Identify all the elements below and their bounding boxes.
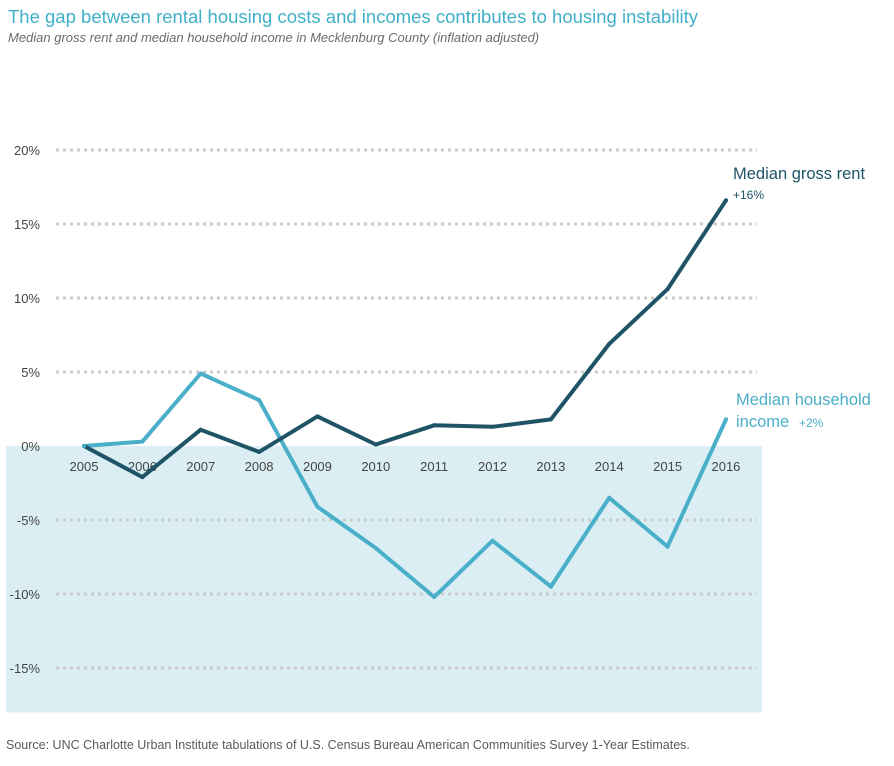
income-data-point [665,544,670,549]
series-label-median-household-income-line1: Median household [736,391,871,409]
income-data-point [548,584,553,589]
source-note: Source: UNC Charlotte Urban Institute ta… [6,738,690,752]
x-tick-label: 2013 [536,459,565,474]
x-axis-tick-labels: 2005 2006 2007 2008 2009 2010 2011 2012 2013 2014… [70,459,741,474]
x-tick-label: 2010 [361,459,390,474]
rent-data-point [432,423,437,428]
chart-title: The gap between rental housing costs and… [8,6,699,27]
x-tick-label: 2009 [303,459,332,474]
x-tick-label: 2016 [711,459,740,474]
income-data-point [373,546,378,551]
income-data-point [723,417,728,422]
series-line-median-gross-rent [82,198,728,480]
negative-region-shading [6,446,762,713]
income-data-point [140,439,145,444]
gridlines [56,148,757,670]
y-axis-tick-labels: 20% 15% 10% 5% 0% -5% -10% -15% [10,143,41,676]
x-tick-label: 2012 [478,459,507,474]
income-data-point [490,538,495,543]
y-tick-label: -10% [10,587,41,602]
y-tick-label: 0% [21,439,40,454]
data-points [82,198,728,599]
series-label-median-household-income-line2: income [736,413,789,431]
rent-data-point [315,414,320,419]
x-tick-label: 2005 [70,459,99,474]
income-data-point [315,504,320,509]
rent-data-point [257,449,262,454]
series-end-label-rent: +16% [733,188,764,202]
series-label-median-gross-rent: Median gross rent [733,165,865,183]
income-data-point [257,398,262,403]
income-data-point [198,371,203,376]
income-data-point [432,594,437,599]
y-tick-label: 10% [14,291,40,306]
rent-data-point [490,424,495,429]
rent-data-point [140,475,145,480]
y-tick-label: -15% [10,661,41,676]
chart-subtitle: Median gross rent and median household i… [8,30,540,45]
rent-data-point [607,341,612,346]
x-tick-label: 2011 [420,459,448,474]
x-tick-label: 2008 [245,459,274,474]
income-data-point [607,495,612,500]
x-tick-label: 2015 [653,459,682,474]
y-tick-label: -5% [17,513,41,528]
x-tick-label: 2007 [186,459,215,474]
series-line-median-household-income [82,371,728,599]
x-tick-label: 2014 [595,459,624,474]
income-data-point [82,444,86,448]
rent-data-point [548,417,553,422]
rent-data-point [723,198,728,203]
y-tick-label: 15% [14,217,40,232]
rent-data-point [665,287,670,292]
y-tick-label: 5% [21,365,40,380]
y-tick-label: 20% [14,143,40,158]
series-end-label-income: +2% [799,416,824,430]
rent-data-point [198,427,203,432]
rent-data-point [373,442,378,447]
